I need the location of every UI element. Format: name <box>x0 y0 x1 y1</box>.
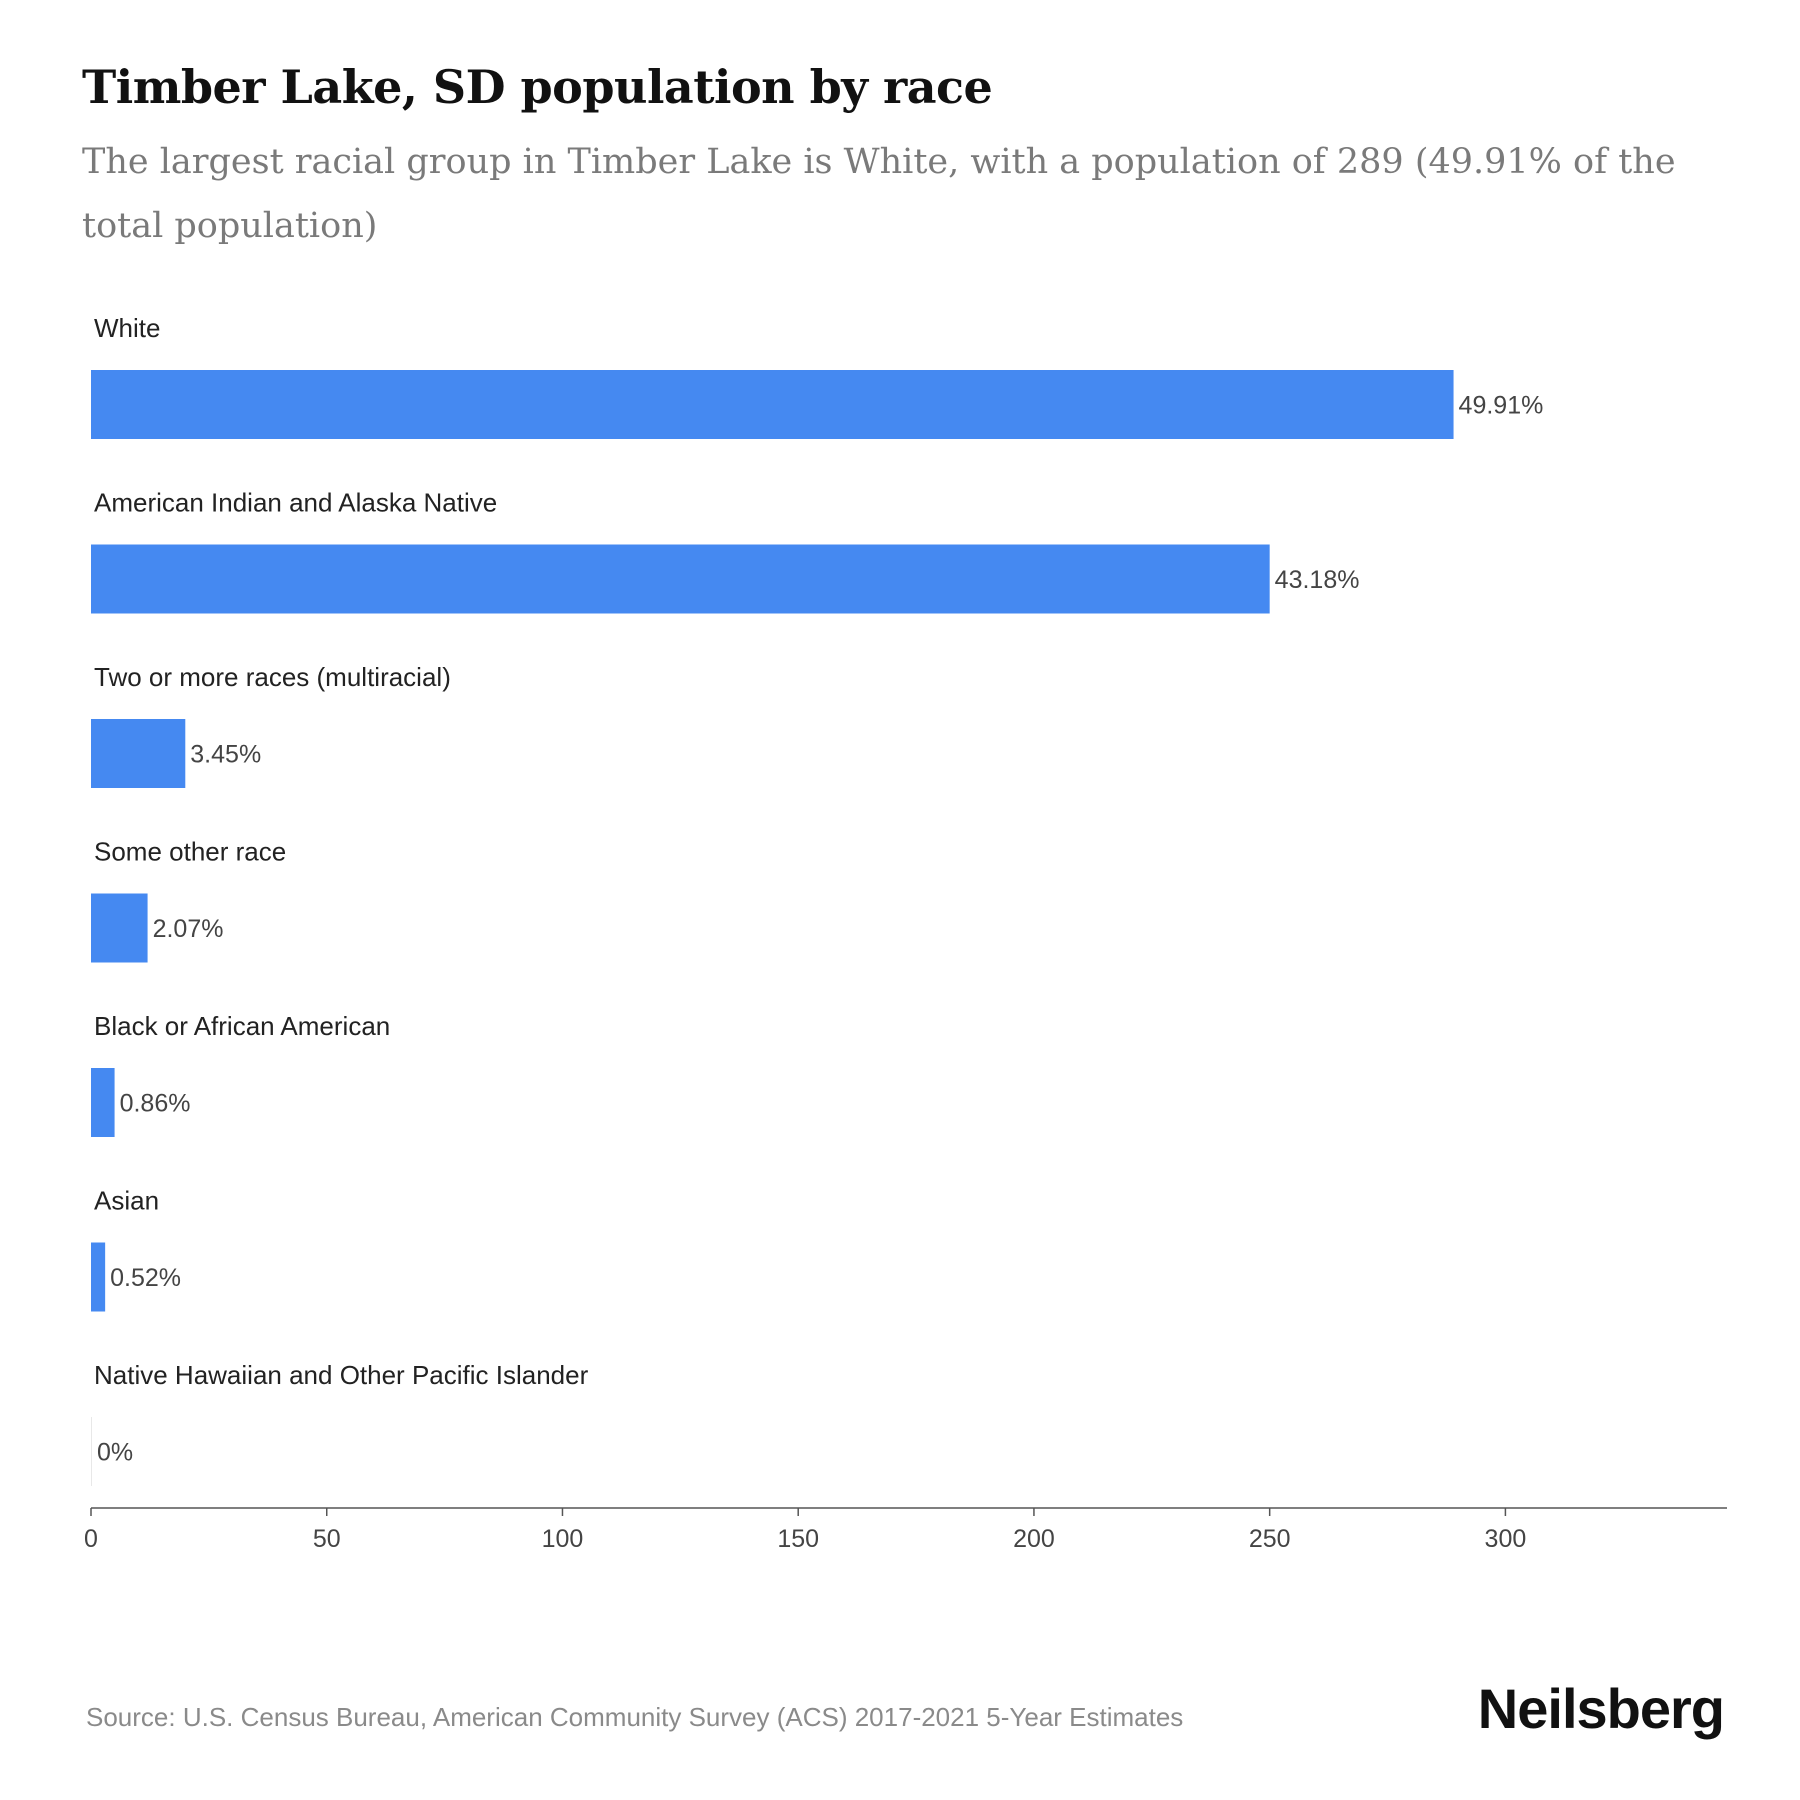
value-label: 0% <box>97 1439 133 1467</box>
bar <box>91 370 1454 439</box>
bar <box>91 1417 92 1486</box>
category-label: Asian <box>94 1186 159 1216</box>
x-tick-label: 100 <box>542 1525 584 1553</box>
bar <box>91 719 186 788</box>
category-label: Black or African American <box>94 1011 390 1041</box>
category-label: Native Hawaiian and Other Pacific Island… <box>94 1360 589 1390</box>
category-label: Some other race <box>94 837 286 867</box>
chart-subtitle: The largest racial group in Timber Lake … <box>82 142 1676 246</box>
category-label: White <box>94 313 160 343</box>
category-label: American Indian and Alaska Native <box>94 488 497 518</box>
value-label: 0.52% <box>110 1264 181 1292</box>
x-tick-label: 200 <box>1013 1525 1055 1553</box>
bar <box>91 1068 115 1137</box>
value-label: 49.91% <box>1459 392 1544 420</box>
category-label: Two or more races (multiracial) <box>94 662 451 692</box>
bar <box>91 544 1270 614</box>
x-tick-label: 250 <box>1249 1525 1291 1553</box>
value-label: 2.07% <box>153 915 224 943</box>
x-tick-label: 0 <box>84 1525 98 1553</box>
source-note: Source: U.S. Census Bureau, American Com… <box>86 1702 1184 1732</box>
x-axis: 0 50 100 150 200 250 300 <box>84 1507 1727 1553</box>
x-tick-label: 150 <box>777 1525 819 1553</box>
bar <box>91 1242 106 1312</box>
value-label: 43.18% <box>1275 566 1360 594</box>
value-label: 3.45% <box>190 741 261 769</box>
x-tick-label: 300 <box>1485 1525 1527 1553</box>
brand-logo: Neilsberg <box>1477 1677 1725 1740</box>
bars-layer: White 49.91% American Indian and Alaska Na… <box>91 313 1543 1486</box>
bar <box>91 893 148 963</box>
x-tick-label: 50 <box>313 1525 341 1553</box>
value-label: 0.86% <box>120 1090 191 1118</box>
chart-title: Timber Lake, SD population by race <box>82 60 993 114</box>
